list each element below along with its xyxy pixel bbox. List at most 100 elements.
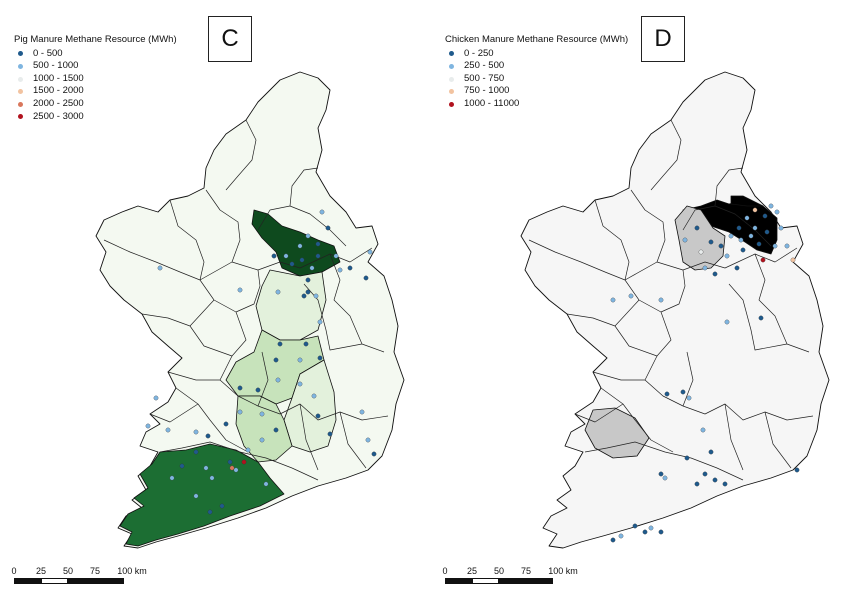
- site-point: [618, 533, 624, 539]
- site-point: [728, 233, 734, 239]
- legend-label: 1500 - 2000: [33, 85, 84, 97]
- legend-label: 250 - 500: [464, 60, 505, 72]
- county-border: [103, 239, 233, 281]
- site-point: [768, 203, 774, 209]
- county-border: [574, 403, 624, 423]
- scale-tick-label: 100 km: [117, 566, 147, 576]
- county-border: [728, 283, 788, 351]
- county-region: [682, 199, 778, 255]
- site-point: [165, 427, 171, 433]
- scale-tick-label: 50: [62, 566, 74, 576]
- site-point: [297, 357, 303, 363]
- site-point: [275, 377, 281, 383]
- scale-segment: [68, 578, 122, 584]
- county-border: [141, 299, 215, 327]
- site-point: [229, 465, 235, 471]
- site-point: [752, 225, 758, 231]
- site-point: [680, 389, 686, 395]
- site-point: [315, 253, 321, 259]
- site-point: [774, 209, 780, 215]
- county-border: [257, 403, 389, 421]
- site-point: [297, 381, 303, 387]
- legend-item: 0 - 500: [14, 48, 177, 61]
- site-point: [642, 529, 648, 535]
- scale-tick-label: 75: [520, 566, 532, 576]
- scale-segment: [14, 578, 41, 584]
- county-border: [754, 253, 810, 353]
- legend-label: 750 - 1000: [464, 85, 510, 97]
- site-point: [708, 239, 714, 245]
- legend-marker-icon: [18, 76, 23, 82]
- site-point: [752, 207, 758, 213]
- site-point: [722, 481, 728, 487]
- legend-item: 1000 - 11000: [445, 98, 628, 111]
- site-point: [205, 433, 211, 439]
- scale-segment: [445, 578, 472, 584]
- legend-marker-icon: [449, 63, 454, 69]
- legend-label: 0 - 250: [464, 47, 494, 59]
- site-point: [313, 293, 319, 299]
- legend-item: 500 - 1000: [14, 60, 177, 73]
- county-border: [257, 205, 347, 247]
- site-point: [207, 509, 213, 515]
- county-border: [329, 253, 385, 353]
- map-panel-c: Pig Manure Methane Resource (MWh) 0 - 50…: [11, 16, 405, 584]
- legend-title: Pig Manure Methane Resource (MWh): [14, 34, 177, 45]
- site-point: [263, 481, 269, 487]
- site-point: [233, 467, 239, 473]
- site-point: [209, 475, 215, 481]
- legend-c: Pig Manure Methane Resource (MWh) 0 - 50…: [14, 34, 177, 123]
- site-point: [237, 409, 243, 415]
- scale-tick-label: 75: [89, 566, 101, 576]
- site-point: [610, 537, 616, 543]
- scale-segment: [122, 578, 124, 584]
- county-border: [528, 239, 658, 281]
- site-point: [700, 427, 706, 433]
- site-point: [299, 257, 305, 263]
- scale-segment: [472, 578, 499, 584]
- site-point: [259, 411, 265, 417]
- county-region: [119, 443, 285, 547]
- site-point: [193, 493, 199, 499]
- scale-tick-label: 0: [442, 566, 448, 576]
- site-point: [718, 243, 724, 249]
- county-border: [630, 189, 666, 263]
- site-point: [305, 233, 311, 239]
- site-point: [738, 237, 744, 243]
- county-border: [205, 189, 241, 263]
- site-point: [772, 243, 778, 249]
- site-point: [259, 437, 265, 443]
- map-d-svg: [520, 71, 830, 549]
- site-point: [203, 465, 209, 471]
- county-border: [600, 387, 674, 453]
- legend-marker-icon: [18, 101, 23, 107]
- site-point: [347, 265, 353, 271]
- county-border: [594, 199, 630, 281]
- legend-item: 2000 - 2500: [14, 98, 177, 111]
- site-point: [734, 265, 740, 271]
- site-point: [764, 229, 770, 235]
- legend-title: Chicken Manure Methane Resource (MWh): [445, 34, 629, 45]
- panel-label-c: C: [208, 16, 252, 62]
- county-border: [584, 441, 744, 481]
- scale-segment: [499, 578, 553, 584]
- county-border: [724, 403, 744, 471]
- site-point: [277, 341, 283, 347]
- scale-tick-label: 0: [11, 566, 17, 576]
- site-point: [702, 471, 708, 477]
- county-border: [299, 403, 319, 471]
- site-point: [367, 249, 373, 255]
- site-point: [686, 395, 692, 401]
- county-border: [175, 387, 249, 453]
- site-point: [309, 265, 315, 271]
- county-border: [303, 283, 363, 351]
- site-point: [305, 277, 311, 283]
- site-point: [658, 529, 664, 535]
- site-point: [778, 225, 784, 231]
- site-point: [784, 243, 790, 249]
- legend-item: 2500 - 3000: [14, 111, 177, 124]
- county-border: [169, 199, 205, 281]
- legend-marker-icon: [449, 101, 454, 107]
- site-point: [317, 355, 323, 361]
- legend-marker-icon: [18, 89, 23, 95]
